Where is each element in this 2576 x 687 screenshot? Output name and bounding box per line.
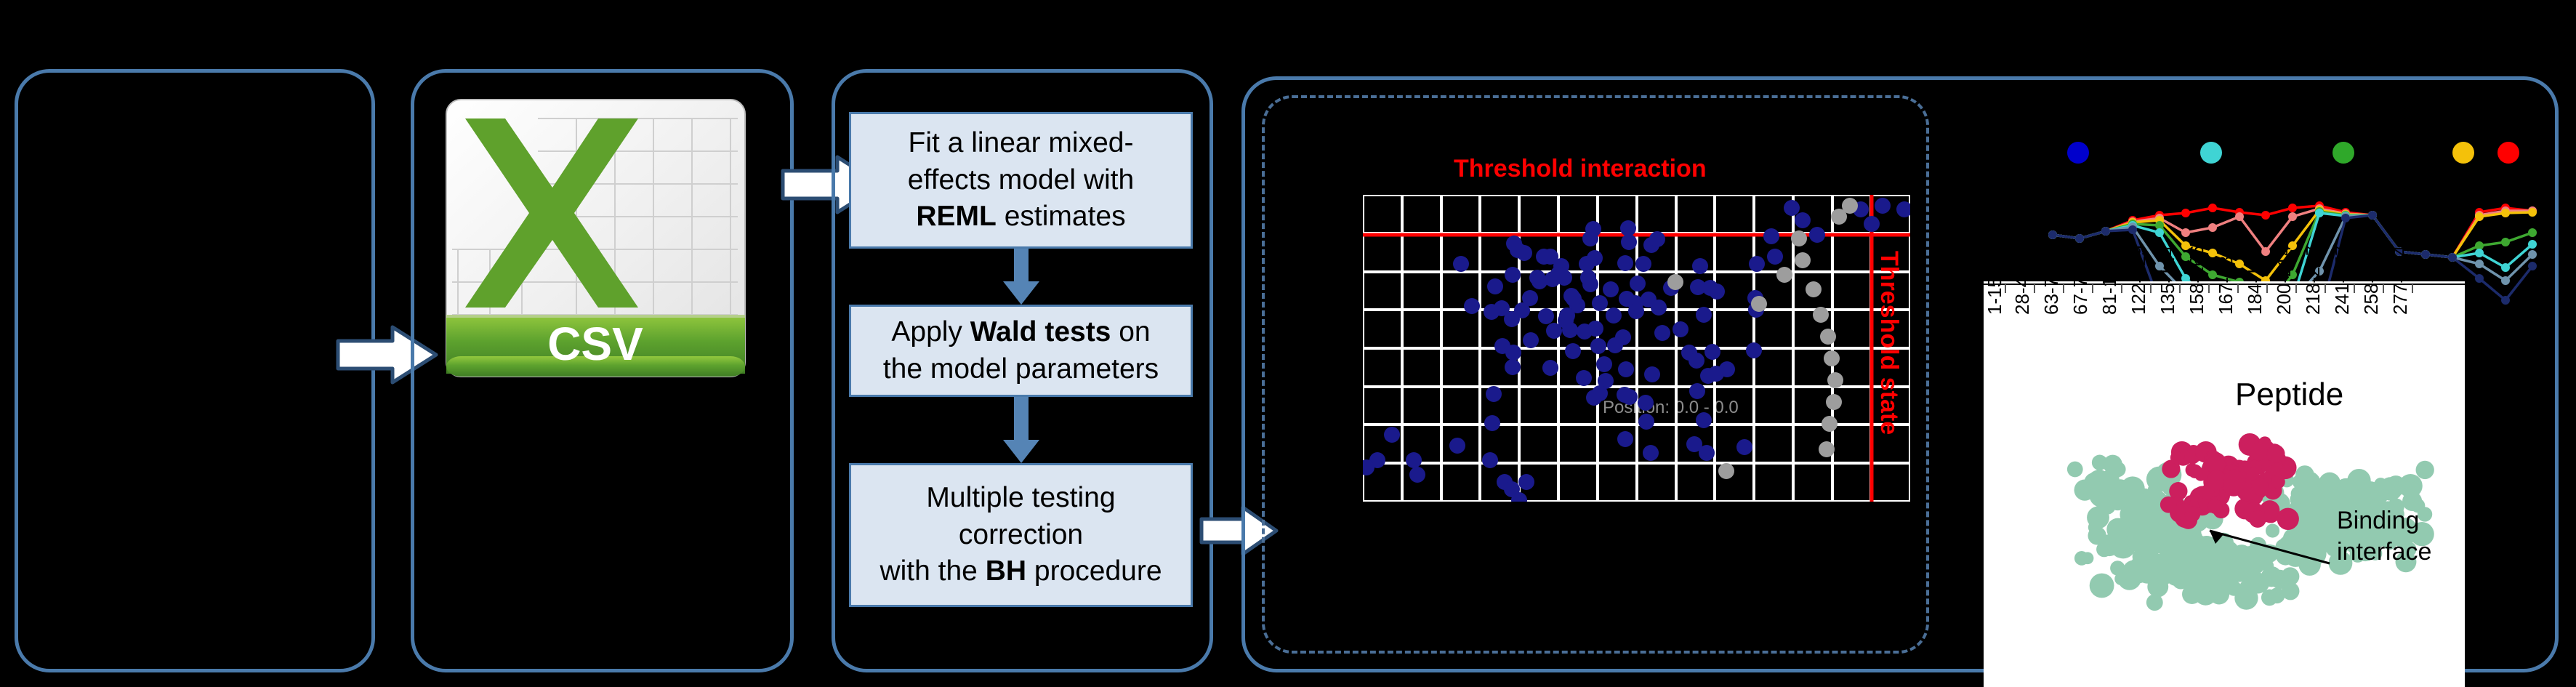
svg-text:CSV: CSV [547,318,643,370]
